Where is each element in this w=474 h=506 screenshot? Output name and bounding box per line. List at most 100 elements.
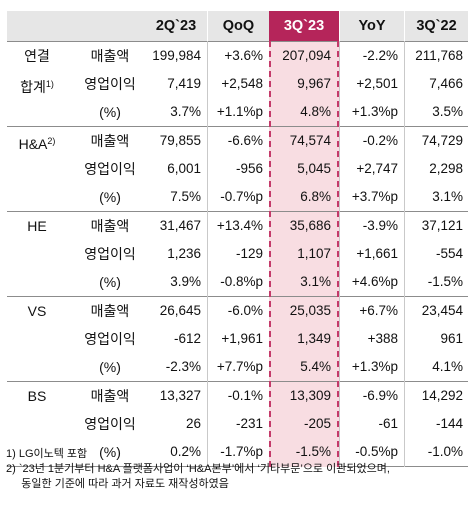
value-cell: 26 bbox=[185, 416, 201, 431]
value-cell: -2.2% bbox=[362, 48, 398, 63]
value-cell: -956 bbox=[235, 161, 263, 176]
row-label: 영업이익 bbox=[84, 246, 136, 262]
value-cell: -0.5%p bbox=[355, 444, 398, 459]
value-cell: 1,236 bbox=[167, 246, 201, 261]
header-2q23: 2Q`23 bbox=[155, 18, 197, 34]
table-header: 2Q`23 QoQ 3Q`23 YoY 3Q`22 bbox=[7, 11, 468, 41]
footnote-2-cont: 동일한 기준에 따라 과거 자료도 재작성하였음 bbox=[6, 478, 229, 490]
value-cell: 6.8% bbox=[300, 189, 331, 204]
value-cell: +1,661 bbox=[356, 246, 398, 261]
row-label: 영업이익 bbox=[84, 331, 136, 347]
row-label: (%) bbox=[99, 444, 121, 460]
group-3: VS 매출액 26,645 -6.0% 25,035 +6.7% 23,454 영업이익 -61… bbox=[7, 296, 468, 381]
table-row: (%) 0.2% -1.7%p -1.5% -0.5%p -1.0% bbox=[7, 438, 468, 466]
footnote-1: 1) LG이노텍 포함 bbox=[6, 448, 88, 460]
table-row: (%) -2.3% +7.7%p 5.4% +1.3%p 4.1% bbox=[7, 353, 468, 381]
group-label: VS bbox=[27, 303, 47, 319]
value-cell: 13,327 bbox=[159, 388, 201, 403]
value-cell: 3.9% bbox=[170, 274, 201, 289]
table-row: (%) 7.5% -0.7%p 6.8% +3.7%p 3.1% bbox=[7, 183, 468, 211]
row-label: (%) bbox=[99, 359, 121, 375]
table-row: HE 매출액 31,467 +13.4% 35,686 -3.9% 37,121 bbox=[7, 212, 468, 240]
header-yoy: YoY bbox=[358, 18, 386, 34]
value-cell: 23,454 bbox=[421, 303, 463, 318]
value-cell: -1.5% bbox=[427, 274, 463, 289]
value-cell: 4.1% bbox=[432, 359, 463, 374]
value-cell: 5,045 bbox=[297, 161, 331, 176]
value-cell: 25,035 bbox=[289, 303, 331, 318]
header-qoq: QoQ bbox=[222, 18, 255, 34]
value-cell: 5.4% bbox=[300, 359, 331, 374]
value-cell: 13,309 bbox=[289, 388, 331, 403]
value-cell: +1.1%p bbox=[216, 104, 263, 119]
highlight-column-bg bbox=[269, 11, 339, 467]
value-cell: 74,574 bbox=[289, 133, 331, 148]
table-row: VS 매출액 26,645 -6.0% 25,035 +6.7% 23,454 bbox=[7, 297, 468, 325]
value-cell: -0.1% bbox=[227, 388, 263, 403]
row-label: 영업이익 bbox=[84, 416, 136, 432]
table-row: 영업이익 6,001 -956 5,045 +2,747 2,298 bbox=[7, 155, 468, 183]
header-3q23: 3Q`23 bbox=[269, 11, 339, 41]
value-cell: -61 bbox=[378, 416, 398, 431]
value-cell: +388 bbox=[367, 331, 398, 346]
group-label: BS bbox=[27, 388, 47, 404]
value-cell: -144 bbox=[435, 416, 463, 431]
value-cell: +1.3%p bbox=[351, 104, 398, 119]
value-cell: 3.1% bbox=[300, 274, 331, 289]
value-cell: 961 bbox=[440, 331, 463, 346]
value-cell: -6.0% bbox=[227, 303, 263, 318]
value-cell: -6.6% bbox=[227, 133, 263, 148]
value-cell: -129 bbox=[235, 246, 263, 261]
table-row: 연결 매출액 199,984 +3.6% 207,094 -2.2% 211,768 bbox=[7, 42, 468, 70]
group-label: H&A2) bbox=[18, 136, 56, 152]
header-3q22: 3Q`22 bbox=[416, 18, 457, 34]
financial-table: 2Q`23 QoQ 3Q`23 YoY 3Q`22 연결 매출액 199,984 +3… bbox=[7, 11, 468, 467]
value-cell: 7.5% bbox=[170, 189, 201, 204]
value-cell: 1,107 bbox=[297, 246, 331, 261]
value-cell: -0.8%p bbox=[220, 274, 263, 289]
value-cell: 79,855 bbox=[159, 133, 201, 148]
table-row: 영업이익 -612 +1,961 1,349 +388 961 bbox=[7, 325, 468, 353]
value-cell: +1,961 bbox=[221, 331, 263, 346]
value-cell: -2.3% bbox=[165, 359, 201, 374]
value-cell: +4.6%p bbox=[351, 274, 398, 289]
row-label: 매출액 bbox=[90, 388, 130, 404]
value-cell: +1.3%p bbox=[351, 359, 398, 374]
row-label: 매출액 bbox=[90, 48, 130, 64]
value-cell: +2,747 bbox=[356, 161, 398, 176]
value-cell: -1.7%p bbox=[220, 444, 263, 459]
group-label: 연결 bbox=[24, 48, 50, 64]
footnote-2: 2) `23년 1분기부터 H&A 플랫폼사업이 ‘H&A본부’에서 ‘기타부문… bbox=[6, 463, 390, 475]
value-cell: -612 bbox=[173, 331, 201, 346]
value-cell: 0.2% bbox=[170, 444, 201, 459]
value-cell: 3.1% bbox=[432, 189, 463, 204]
table-row: 영업이익 1,236 -129 1,107 +1,661 -554 bbox=[7, 240, 468, 268]
table-row: H&A2) 매출액 79,855 -6.6% 74,574 -0.2% 74,729 bbox=[7, 127, 468, 155]
value-cell: -3.9% bbox=[362, 218, 398, 233]
value-cell: 199,984 bbox=[152, 48, 201, 63]
table-row: 합계1) 영업이익 7,419 +2,548 9,967 +2,501 7,466 bbox=[7, 70, 468, 98]
value-cell: 2,298 bbox=[429, 161, 463, 176]
row-label: (%) bbox=[99, 104, 121, 120]
value-cell: +3.7%p bbox=[351, 189, 398, 204]
value-cell: 6,001 bbox=[167, 161, 201, 176]
value-cell: +2,548 bbox=[221, 76, 263, 91]
table-row: 영업이익 26 -231 -205 -61 -144 bbox=[7, 410, 468, 438]
value-cell: 37,121 bbox=[421, 218, 463, 233]
row-label: (%) bbox=[99, 274, 121, 290]
value-cell: 9,967 bbox=[297, 76, 331, 91]
value-cell: +3.6% bbox=[224, 48, 263, 63]
group-1: H&A2) 매출액 79,855 -6.6% 74,574 -0.2% 74,729 영업이익… bbox=[7, 126, 468, 211]
value-cell: 14,292 bbox=[421, 388, 463, 403]
value-cell: 4.8% bbox=[300, 104, 331, 119]
value-cell: 7,419 bbox=[167, 76, 201, 91]
value-cell: +2,501 bbox=[356, 76, 398, 91]
value-cell: -554 bbox=[435, 246, 463, 261]
table-row: BS 매출액 13,327 -0.1% 13,309 -6.9% 14,292 bbox=[7, 382, 468, 410]
value-cell: 207,094 bbox=[282, 48, 331, 63]
value-cell: -0.7%p bbox=[220, 189, 263, 204]
row-label: 매출액 bbox=[90, 218, 130, 234]
row-label: 매출액 bbox=[90, 133, 130, 149]
value-cell: +13.4% bbox=[216, 218, 263, 233]
group-label-line2: 합계1) bbox=[20, 79, 54, 95]
